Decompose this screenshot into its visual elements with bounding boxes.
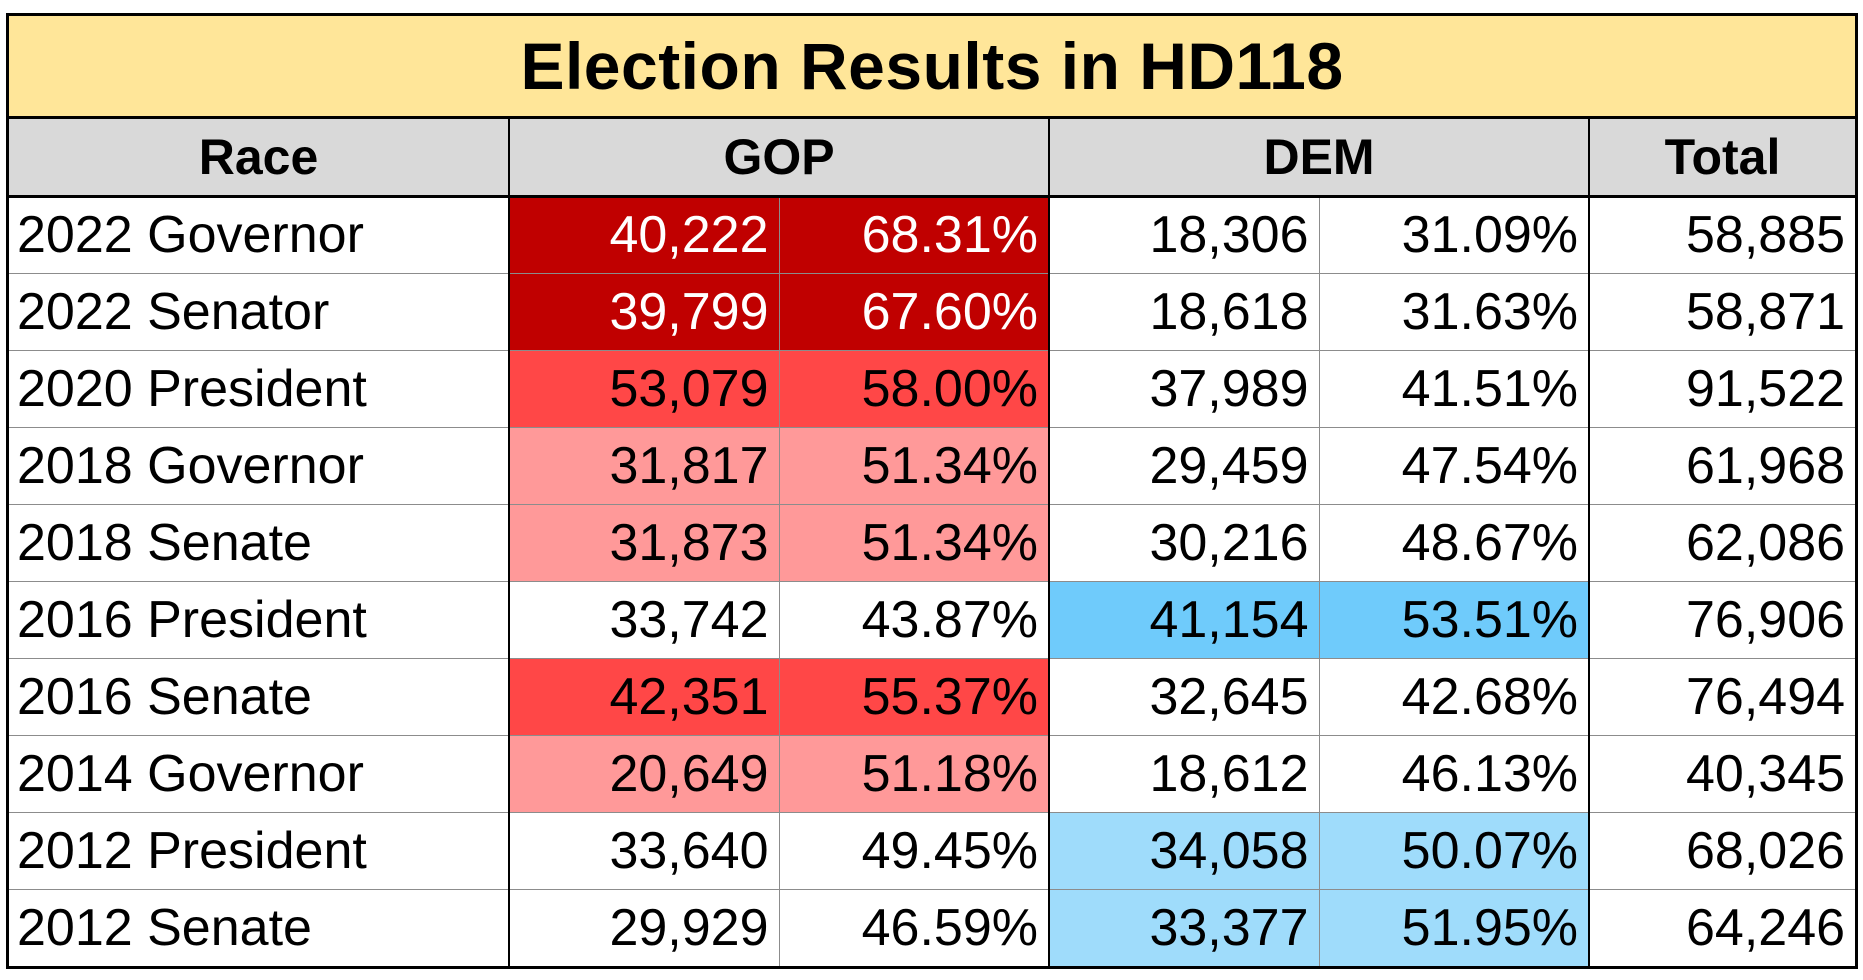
dem-votes-cell: 18,306 [1049,196,1320,274]
total-cell: 61,968 [1589,427,1856,505]
dem-votes-cell: 18,618 [1049,273,1320,351]
total-cell: 76,494 [1589,658,1856,736]
gop-votes-cell: 31,817 [509,427,780,505]
gop-pct-cell: 46.59% [779,889,1051,966]
race-cell: 2016 Senate [9,658,510,736]
table-title: Election Results in HD118 [9,16,1855,119]
total-cell: 64,246 [1685,898,1846,957]
total-cell: 58,885 [1589,196,1856,274]
table-row: 2022 Governor 40,222 68.31% 18,306 31.09% 58,… [9,196,1856,274]
race-cell: 2016 President [9,581,510,659]
dem-pct-cell: 46.13% [1319,735,1591,813]
dem-pct-cell: 51.95% [1319,889,1591,966]
gop-votes-cell: 40,222 [509,196,780,274]
dem-votes-cell: 37,989 [1049,350,1320,428]
total-cell: 68,026 [1589,812,1856,890]
election-results-sheet: Election Results in HD118 Race GOP DEM T… [6,13,1858,969]
race-cell: 2018 Governor [9,427,510,505]
total-cell: 40,345 [1589,735,1856,813]
table-row: 2018 Governor 31,817 51.34% 29,459 47.54% 61,… [9,427,1856,505]
header-race: Race [9,119,510,198]
gop-pct-cell: 51.34% [779,504,1051,582]
gop-votes-cell: 42,351 [509,658,780,736]
results-body: 2022 Governor 40,222 68.31% 18,306 31.09% 58,… [9,196,1856,966]
dem-pct-cell: 31.09% [1319,196,1591,274]
dem-votes-cell: 29,459 [1049,427,1320,505]
gop-pct-cell: 68.31% [779,196,1051,274]
gop-votes-cell: 29,929 [509,889,780,966]
gop-pct-cell: 51.18% [779,735,1051,813]
dem-votes-cell: 32,645 [1049,658,1320,736]
total-cell: 91,522 [1589,350,1856,428]
gop-pct-cell: 51.34% [779,427,1051,505]
race-cell: 2020 President [9,350,510,428]
gop-pct-cell: 49.45% [779,812,1051,890]
results-table: Race GOP DEM Total 2022 Governor 40,222 68… [9,119,1856,966]
table-row: 2020 President 53,079 58.00% 37,989 41.51% 91… [9,350,1856,428]
dem-pct-cell: 41.51% [1319,350,1591,428]
dem-pct-cell: 42.68% [1319,658,1591,736]
table-row: 2012 President 33,640 49.45% 34,058 50.07% 68… [9,812,1856,890]
total-cell: 76,906 [1589,581,1856,659]
table-row: 2014 Governor 20,649 51.18% 18,612 46.13% 40,… [9,735,1856,813]
race-cell: 2018 Senate [9,504,510,582]
table-row: 2018 Senate 31,873 51.34% 30,216 48.67% 62,08… [9,504,1856,582]
table-row: 2016 Senate 42,351 55.37% 32,645 42.68% 76,49… [9,658,1856,736]
header-gop: GOP [509,119,1051,198]
race-cell: 2022 Governor [9,196,510,274]
gop-pct-cell: 55.37% [779,658,1051,736]
gop-votes-cell: 33,742 [509,581,780,659]
table-row: 2016 President 33,742 43.87% 41,154 53.51% 76… [9,581,1856,659]
race-cell: 2022 Senator [9,273,510,351]
gop-votes-cell: 20,649 [509,735,780,813]
race-cell: 2012 President [9,812,510,890]
dem-pct-cell: 31.63% [1319,273,1591,351]
dem-votes-cell: 30,216 [1049,504,1320,582]
table-row: 2022 Senator 39,799 67.60% 18,618 31.63% 58,8… [9,273,1856,351]
dem-votes-cell: 33,377 [1049,889,1320,966]
gop-votes-cell: 31,873 [509,504,780,582]
header-dem: DEM [1049,119,1591,198]
dem-votes-cell: 41,154 [1049,581,1320,659]
dem-votes-cell: 34,058 [1049,812,1320,890]
header-total: Total [1589,119,1856,198]
gop-pct-cell: 43.87% [779,581,1051,659]
race-cell: 2012 Senate [9,889,510,966]
dem-pct-cell: 53.51% [1319,581,1591,659]
table-row: 2012 Senate 29,929 46.59% 33,377 51.95% 64,24… [9,889,1855,966]
gop-votes-cell: 53,079 [509,350,780,428]
race-cell: 2014 Governor [9,735,510,813]
dem-votes-cell: 18,612 [1049,735,1320,813]
total-cell: 58,871 [1589,273,1856,351]
header-row: Race GOP DEM Total [9,119,1856,198]
gop-votes-cell: 33,640 [509,812,780,890]
dem-pct-cell: 50.07% [1319,812,1591,890]
gop-pct-cell: 58.00% [779,350,1051,428]
total-cell: 62,086 [1589,504,1856,582]
gop-votes-cell: 39,799 [509,273,780,351]
dem-pct-cell: 48.67% [1319,504,1591,582]
dem-pct-cell: 47.54% [1319,427,1591,505]
gop-pct-cell: 67.60% [779,273,1051,351]
